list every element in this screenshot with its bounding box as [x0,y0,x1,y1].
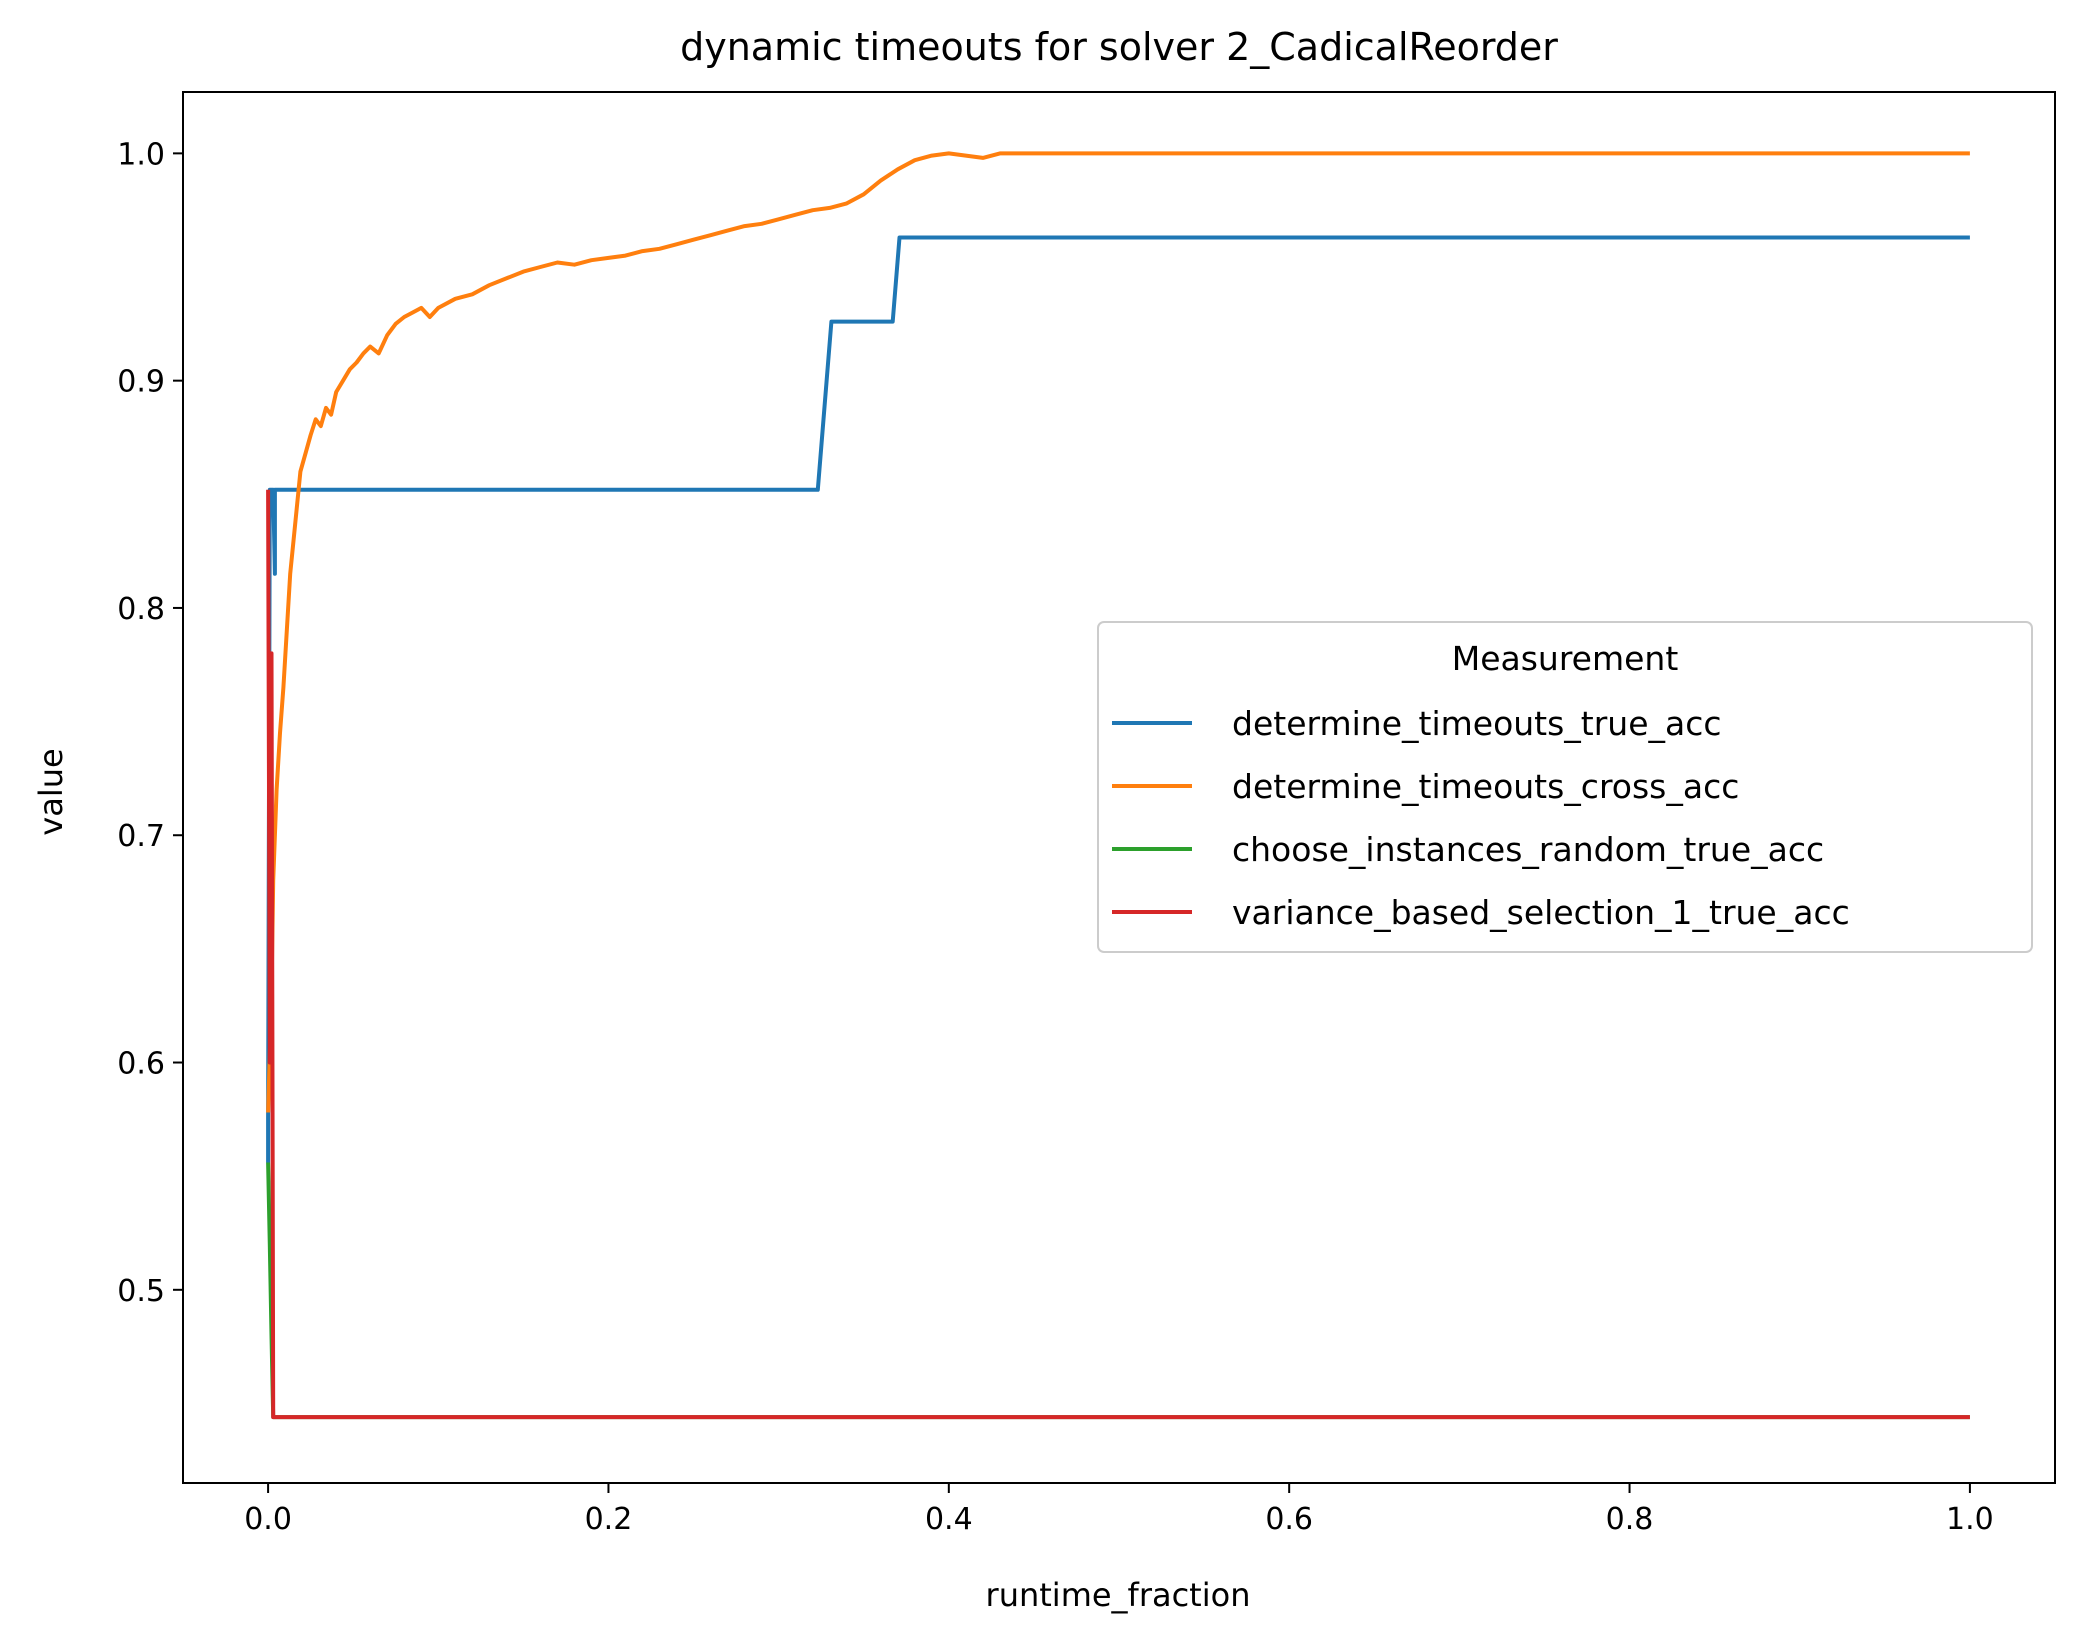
chart-title: dynamic timeouts for solver 2_CadicalReo… [680,25,1558,69]
x-tick-label: 0.0 [244,1502,292,1537]
y-tick-label: 0.8 [117,592,165,627]
legend-entry-3: choose_instances_random_true_acc [1232,830,1824,869]
legend-entry-2: determine_timeouts_cross_acc [1232,767,1739,806]
x-tick-label: 1.0 [1946,1502,1994,1537]
legend: Measurement determine_timeouts_true_accde… [1097,621,2033,953]
y-tick-label: 0.9 [117,365,165,400]
legend-entry-1: determine_timeouts_true_acc [1232,704,1722,743]
x-tick-label: 0.8 [1606,1502,1654,1537]
y-axis: 0.5 0.6 0.7 0.8 0.9 1.0 [117,137,183,1309]
series-line-2 [266,151,1970,1113]
legend-entry-4: variance_based_selection_1_true_acc [1232,893,1850,932]
plot-area [182,91,2056,1484]
x-axis-label: runtime_fraction [986,1576,1251,1614]
y-tick-label: 0.6 [117,1047,165,1082]
legend-box [1097,621,2033,953]
legend-title: Measurement [1452,639,1679,678]
x-axis: 0.0 0.2 0.4 0.6 0.8 1.0 [244,1483,1994,1537]
x-tick-label: 0.6 [1265,1502,1313,1537]
series-line-4 [266,489,1970,1420]
y-tick-label: 0.5 [117,1274,165,1309]
plot-frame [182,91,2056,1484]
y-tick-label: 1.0 [117,137,165,172]
y-tick-label: 0.7 [117,819,165,854]
x-tick-label: 0.4 [925,1502,973,1537]
y-axis-label: value [32,748,70,835]
x-tick-label: 0.2 [585,1502,633,1537]
